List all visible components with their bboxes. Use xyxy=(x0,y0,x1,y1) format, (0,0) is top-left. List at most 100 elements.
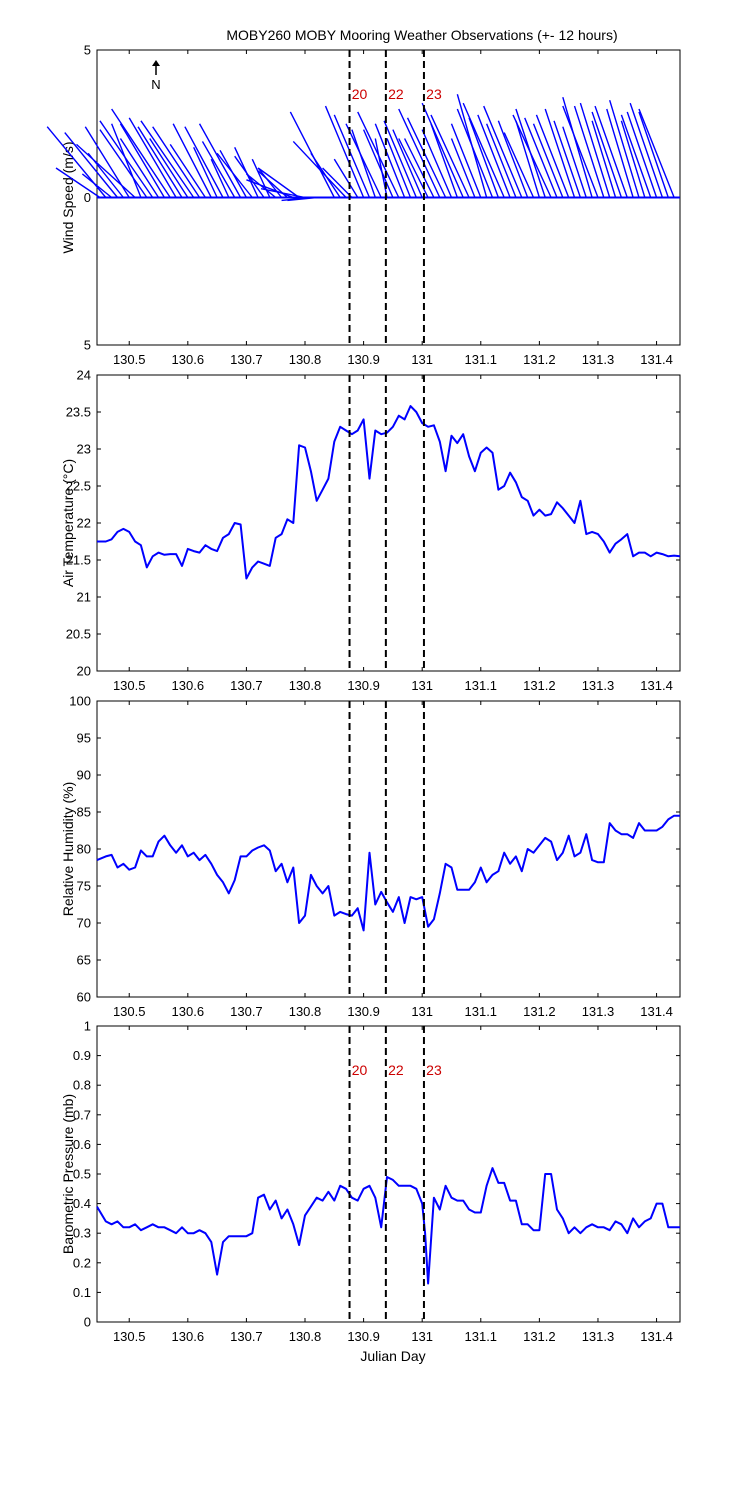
air-y-tick-label: 23 xyxy=(77,442,91,457)
wind-vector xyxy=(403,138,435,198)
wind-vector xyxy=(149,138,189,198)
wind-vector xyxy=(591,111,623,198)
rh-x-tick-label: 130.9 xyxy=(347,1004,380,1019)
wind-vector xyxy=(591,120,617,198)
wind-vector xyxy=(398,108,441,198)
bp-panel: 130.5 130.6 130.7 130.8 130.9 131 131.1 131.2 13… xyxy=(60,1019,681,1344)
wind-x-tick-label: 131.2 xyxy=(523,352,556,367)
wind-marker-label: 22 xyxy=(388,86,404,102)
wind-x-tick-label: 131.1 xyxy=(465,352,498,367)
bp-y-tick-label: 0.7 xyxy=(73,1107,91,1122)
bp-series-line xyxy=(96,1167,680,1285)
wind-vector xyxy=(99,120,154,198)
wind-vector xyxy=(210,158,230,198)
bp-x-tick-label: 130.8 xyxy=(289,1329,322,1344)
wind-x-tick-label: 130.8 xyxy=(289,352,322,367)
rh-y-tick-label: 70 xyxy=(77,916,91,931)
bp-x-tick-label: 131.1 xyxy=(465,1329,498,1344)
bp-x-tick-label: 130.5 xyxy=(113,1329,146,1344)
north-arrow-head-icon xyxy=(152,60,160,66)
bp-y-tick-label: 0 xyxy=(84,1315,91,1330)
wind-vector xyxy=(351,129,376,198)
wind-vector xyxy=(292,140,347,198)
wind-vector xyxy=(110,123,142,198)
bp-y-tick-label: 0.9 xyxy=(73,1048,91,1063)
rh-y-tick-label: 80 xyxy=(77,842,91,857)
bp-y-tick-label: 0.6 xyxy=(73,1137,91,1152)
bp-y-tick-label: 0.5 xyxy=(73,1167,91,1182)
rh-x-tick-label: 130.8 xyxy=(289,1004,322,1019)
wind-vector xyxy=(172,123,212,198)
wind-vector xyxy=(609,99,640,198)
wind-vector xyxy=(629,102,664,198)
air-series-line xyxy=(97,405,681,580)
wind-y-axis-label: Wind Speed (m/s) xyxy=(60,141,76,253)
wind-x-tick-label: 130.5 xyxy=(113,352,146,367)
wind-vector xyxy=(456,108,494,198)
x-axis-label: Julian Day xyxy=(360,1348,425,1364)
wind-vector xyxy=(137,126,183,198)
bp-y-tick-label: 0.8 xyxy=(73,1078,91,1093)
wind-marker-label: 23 xyxy=(426,86,442,102)
rh-series-line xyxy=(96,814,680,932)
air-y-tick-label: 20 xyxy=(77,664,91,679)
air-y-axis-label: Air Temperature (°C) xyxy=(60,459,76,587)
air-y-tick-label: 23.5 xyxy=(66,405,91,420)
wind-vector xyxy=(450,138,476,198)
wind-vector xyxy=(524,117,558,198)
wind-vector xyxy=(468,117,500,198)
wind-vector xyxy=(497,120,529,198)
air-x-tick-label: 130.7 xyxy=(230,678,263,693)
rh-y-tick-label: 90 xyxy=(77,768,91,783)
rh-panel: 130.5 130.6 130.7 130.8 130.9 131 131.1 131.2 13… xyxy=(60,694,681,1019)
wind-y-tick-label: 5 xyxy=(84,43,91,58)
rh-x-tick-label: 130.5 xyxy=(113,1004,146,1019)
air-x-tick-label: 131 xyxy=(411,678,433,693)
wind-vector xyxy=(562,97,593,198)
wind-x-tick-label: 131.3 xyxy=(582,352,615,367)
air-x-tick-label: 130.5 xyxy=(113,678,146,693)
air-panel: 130.5 130.6 130.7 130.8 130.9 131 131.1 131.2 13… xyxy=(60,368,681,693)
rh-x-tick-label: 131 xyxy=(411,1004,433,1019)
wind-vector xyxy=(450,123,482,198)
wind-y-tick-label: 0 xyxy=(84,190,91,205)
air-y-tick-label: 22 xyxy=(77,516,91,531)
bp-y-tick-label: 0.3 xyxy=(73,1226,91,1241)
air-y-tick-label: 21.5 xyxy=(66,553,91,568)
rh-x-tick-label: 131.2 xyxy=(523,1004,556,1019)
rh-y-tick-label: 75 xyxy=(77,879,91,894)
wind-vector xyxy=(198,123,242,198)
wind-vector xyxy=(99,129,148,198)
wind-vector xyxy=(430,123,459,198)
bp-x-tick-label: 130.6 xyxy=(172,1329,205,1344)
wind-vector xyxy=(386,138,412,198)
wind-vector xyxy=(562,105,599,198)
wind-x-tick-label: 130.9 xyxy=(347,352,380,367)
wind-vector xyxy=(333,158,359,198)
wind-vector xyxy=(322,167,353,198)
rh-y-axis-label: Relative Humidity (%) xyxy=(60,782,76,917)
bp-x-tick-label: 131.3 xyxy=(582,1329,615,1344)
wind-x-tick-label: 130.7 xyxy=(230,352,263,367)
rh-y-tick-label: 95 xyxy=(77,731,91,746)
wind-vector xyxy=(503,132,535,198)
wind-vector xyxy=(512,114,552,198)
rh-x-tick-label: 131.3 xyxy=(582,1004,615,1019)
air-x-tick-label: 131.4 xyxy=(640,678,673,693)
wind-vector xyxy=(152,126,201,198)
wind-vector xyxy=(287,196,317,202)
wind-vector xyxy=(594,105,628,198)
wind-vector xyxy=(485,123,517,198)
rh-y-tick-label: 60 xyxy=(77,990,91,1005)
wind-vector xyxy=(216,152,253,198)
wind-panel: 130.5 130.6 130.7 130.8 130.9 131 131.1 131.2 13… xyxy=(46,43,681,367)
air-y-tick-label: 20.5 xyxy=(66,627,91,642)
figure-title: MOBY260 MOBY Mooring Weather Observation… xyxy=(226,27,617,43)
wind-vector xyxy=(193,147,218,198)
air-y-tick-label: 24 xyxy=(77,368,91,383)
wind-vector xyxy=(620,120,646,198)
air-y-tick-label: 22.5 xyxy=(66,479,91,494)
wind-vector xyxy=(383,120,417,198)
wind-vector xyxy=(374,123,406,198)
